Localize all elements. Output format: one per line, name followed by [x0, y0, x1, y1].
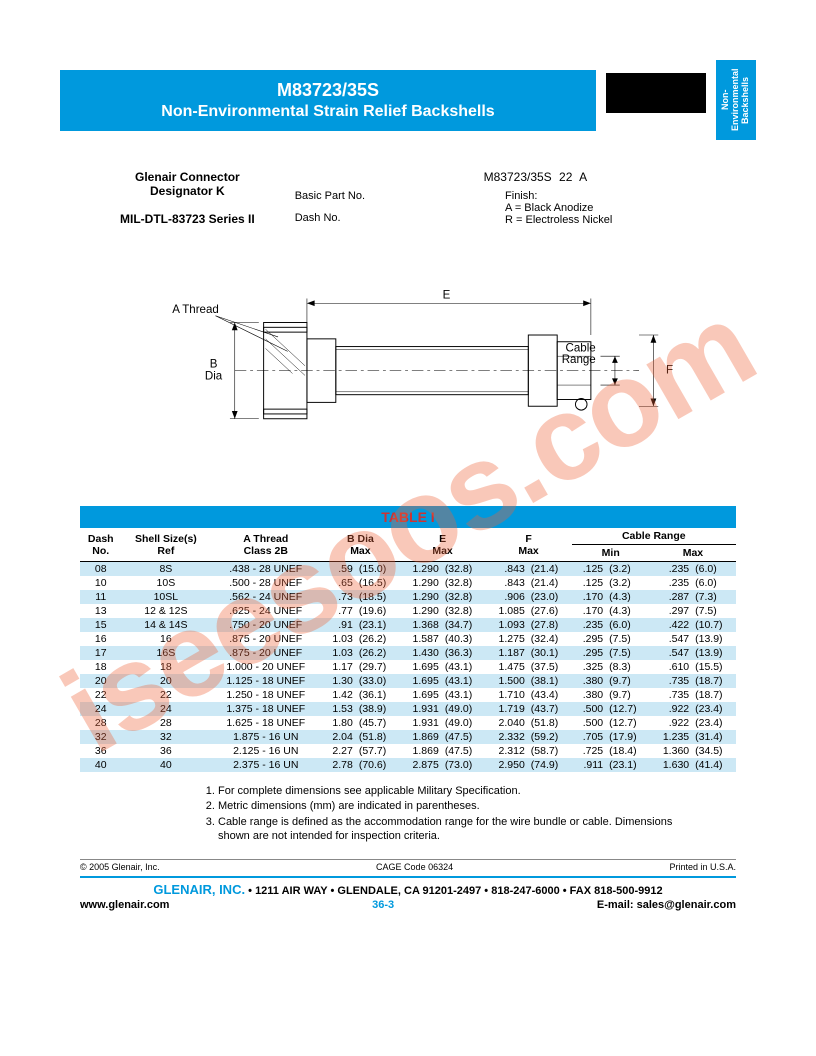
- table-row: 1616.875 - 20 UNEF1.03(26.2)1.587(40.3)1…: [80, 632, 736, 646]
- breakdown-finish: A: [579, 170, 587, 184]
- table-row: 40402.375 - 16 UN2.78(70.6)2.875(73.0)2.…: [80, 758, 736, 772]
- table-row: 1312 & 12S.625 - 24 UNEF.77(19.6)1.290(3…: [80, 604, 736, 618]
- side-tab: Non-Environmental Backshells: [716, 60, 756, 140]
- printed: Printed in U.S.A.: [669, 862, 736, 872]
- page: M83723/35S Non-Environmental Strain Reli…: [0, 0, 816, 951]
- label-basic: Basic Part No.: [295, 190, 365, 202]
- note-item: Cable range is defined as the accommodat…: [218, 815, 696, 844]
- header-row: M83723/35S Non-Environmental Strain Reli…: [60, 70, 756, 140]
- connector-line2: Designator K: [120, 184, 255, 198]
- th-max: Max: [650, 545, 736, 562]
- part-labels: Basic Part No. Dash No. Finish: A = Blac…: [295, 190, 736, 226]
- dim-b2: Dia: [205, 370, 223, 382]
- dim-athread: A Thread: [172, 304, 219, 316]
- finish-r: R = Electroless Nickel: [505, 214, 612, 226]
- th-dash: DashNo.: [80, 528, 121, 562]
- notes: For complete dimensions see applicable M…: [200, 784, 696, 843]
- finish-a: A = Black Anodize: [505, 202, 612, 214]
- footer-bar: GLENAIR, INC. • 1211 AIR WAY • GLENDALE,…: [80, 876, 736, 911]
- th-shell: Shell Size(s)Ref: [121, 528, 210, 562]
- website: www.glenair.com: [80, 899, 169, 911]
- th-cable-range: Cable Range: [572, 528, 736, 545]
- table-title: TABLE I: [80, 506, 736, 528]
- table-row: 22221.250 - 18 UNEF1.42(36.1)1.695(43.1)…: [80, 688, 736, 702]
- mil-spec: MIL-DTL-83723 Series II: [120, 212, 255, 226]
- label-finish: Finish:: [505, 190, 612, 202]
- table-row: 1716S.875 - 20 UNEF1.03(26.2)1.430(36.3)…: [80, 646, 736, 660]
- th-f: FMax: [486, 528, 572, 562]
- note-item: For complete dimensions see applicable M…: [218, 784, 696, 798]
- th-bdia: B DiaMax: [321, 528, 399, 562]
- header-description: Non-Environmental Strain Relief Backshel…: [80, 103, 576, 121]
- company-name: GLENAIR, INC.: [153, 882, 245, 897]
- table-row: 1514 & 14S.750 - 20 UNEF.91(23.1)1.368(3…: [80, 618, 736, 632]
- title-banner: M83723/35S Non-Environmental Strain Reli…: [60, 70, 596, 131]
- data-table: DashNo. Shell Size(s)Ref A ThreadClass 2…: [80, 528, 736, 772]
- breakdown-part: M83723/35S: [484, 170, 552, 184]
- connector-line1: Glenair Connector: [120, 170, 255, 184]
- th-e: EMax: [400, 528, 486, 562]
- dim-e: E: [443, 289, 451, 301]
- spec-left: Glenair Connector Designator K MIL-DTL-8…: [120, 170, 255, 226]
- table-row: 088S.438 - 28 UNEF.59(15.0)1.290(32.8).8…: [80, 562, 736, 577]
- black-box: [606, 73, 706, 113]
- company-address-text: 1211 AIR WAY • GLENDALE, CA 91201-2497 •…: [255, 885, 663, 897]
- table-row: 28281.625 - 18 UNEF1.80(45.7)1.931(49.0)…: [80, 716, 736, 730]
- dim-cable2: Range: [562, 354, 596, 366]
- page-number: 36-3: [372, 899, 394, 911]
- email: E-mail: sales@glenair.com: [597, 899, 736, 911]
- cage-code: CAGE Code 06324: [376, 862, 453, 872]
- table-row: 36362.125 - 16 UN2.27(57.7)1.869(47.5)2.…: [80, 744, 736, 758]
- note-item: Metric dimensions (mm) are indicated in …: [218, 799, 696, 813]
- table-row: 20201.125 - 18 UNEF1.30(33.0)1.695(43.1)…: [80, 674, 736, 688]
- footer-meta: © 2005 Glenair, Inc. CAGE Code 06324 Pri…: [80, 859, 736, 872]
- dim-cable1: Cable: [566, 342, 596, 354]
- dim-f: F: [666, 365, 673, 377]
- table-row: 24241.375 - 18 UNEF1.53(38.9)1.931(49.0)…: [80, 702, 736, 716]
- copyright: © 2005 Glenair, Inc.: [80, 862, 160, 872]
- table-row: 1010S.500 - 28 UNEF.65(16.5)1.290(32.8).…: [80, 576, 736, 590]
- table-row: 1110SL.562 - 24 UNEF.73(18.5)1.290(32.8)…: [80, 590, 736, 604]
- label-dash: Dash No.: [295, 212, 365, 224]
- spec-section: Glenair Connector Designator K MIL-DTL-8…: [120, 170, 736, 226]
- table-wrap: TABLE I DashNo. Shell Size(s)Ref A Threa…: [80, 506, 736, 772]
- technical-diagram: E B Dia A Thread F Cabl: [100, 256, 716, 466]
- dim-b1: B: [210, 359, 218, 371]
- th-min: Min: [572, 545, 650, 562]
- table-row: 32321.875 - 16 UN2.04(51.8)1.869(47.5)2.…: [80, 730, 736, 744]
- header-part-number: M83723/35S: [80, 80, 576, 101]
- table-row: 18181.000 - 20 UNEF1.17(29.7)1.695(43.1)…: [80, 660, 736, 674]
- th-thread: A ThreadClass 2B: [210, 528, 321, 562]
- breakdown-dash: 22: [559, 170, 572, 184]
- spec-right: M83723/35S 22 A Basic Part No. Dash No. …: [295, 170, 736, 226]
